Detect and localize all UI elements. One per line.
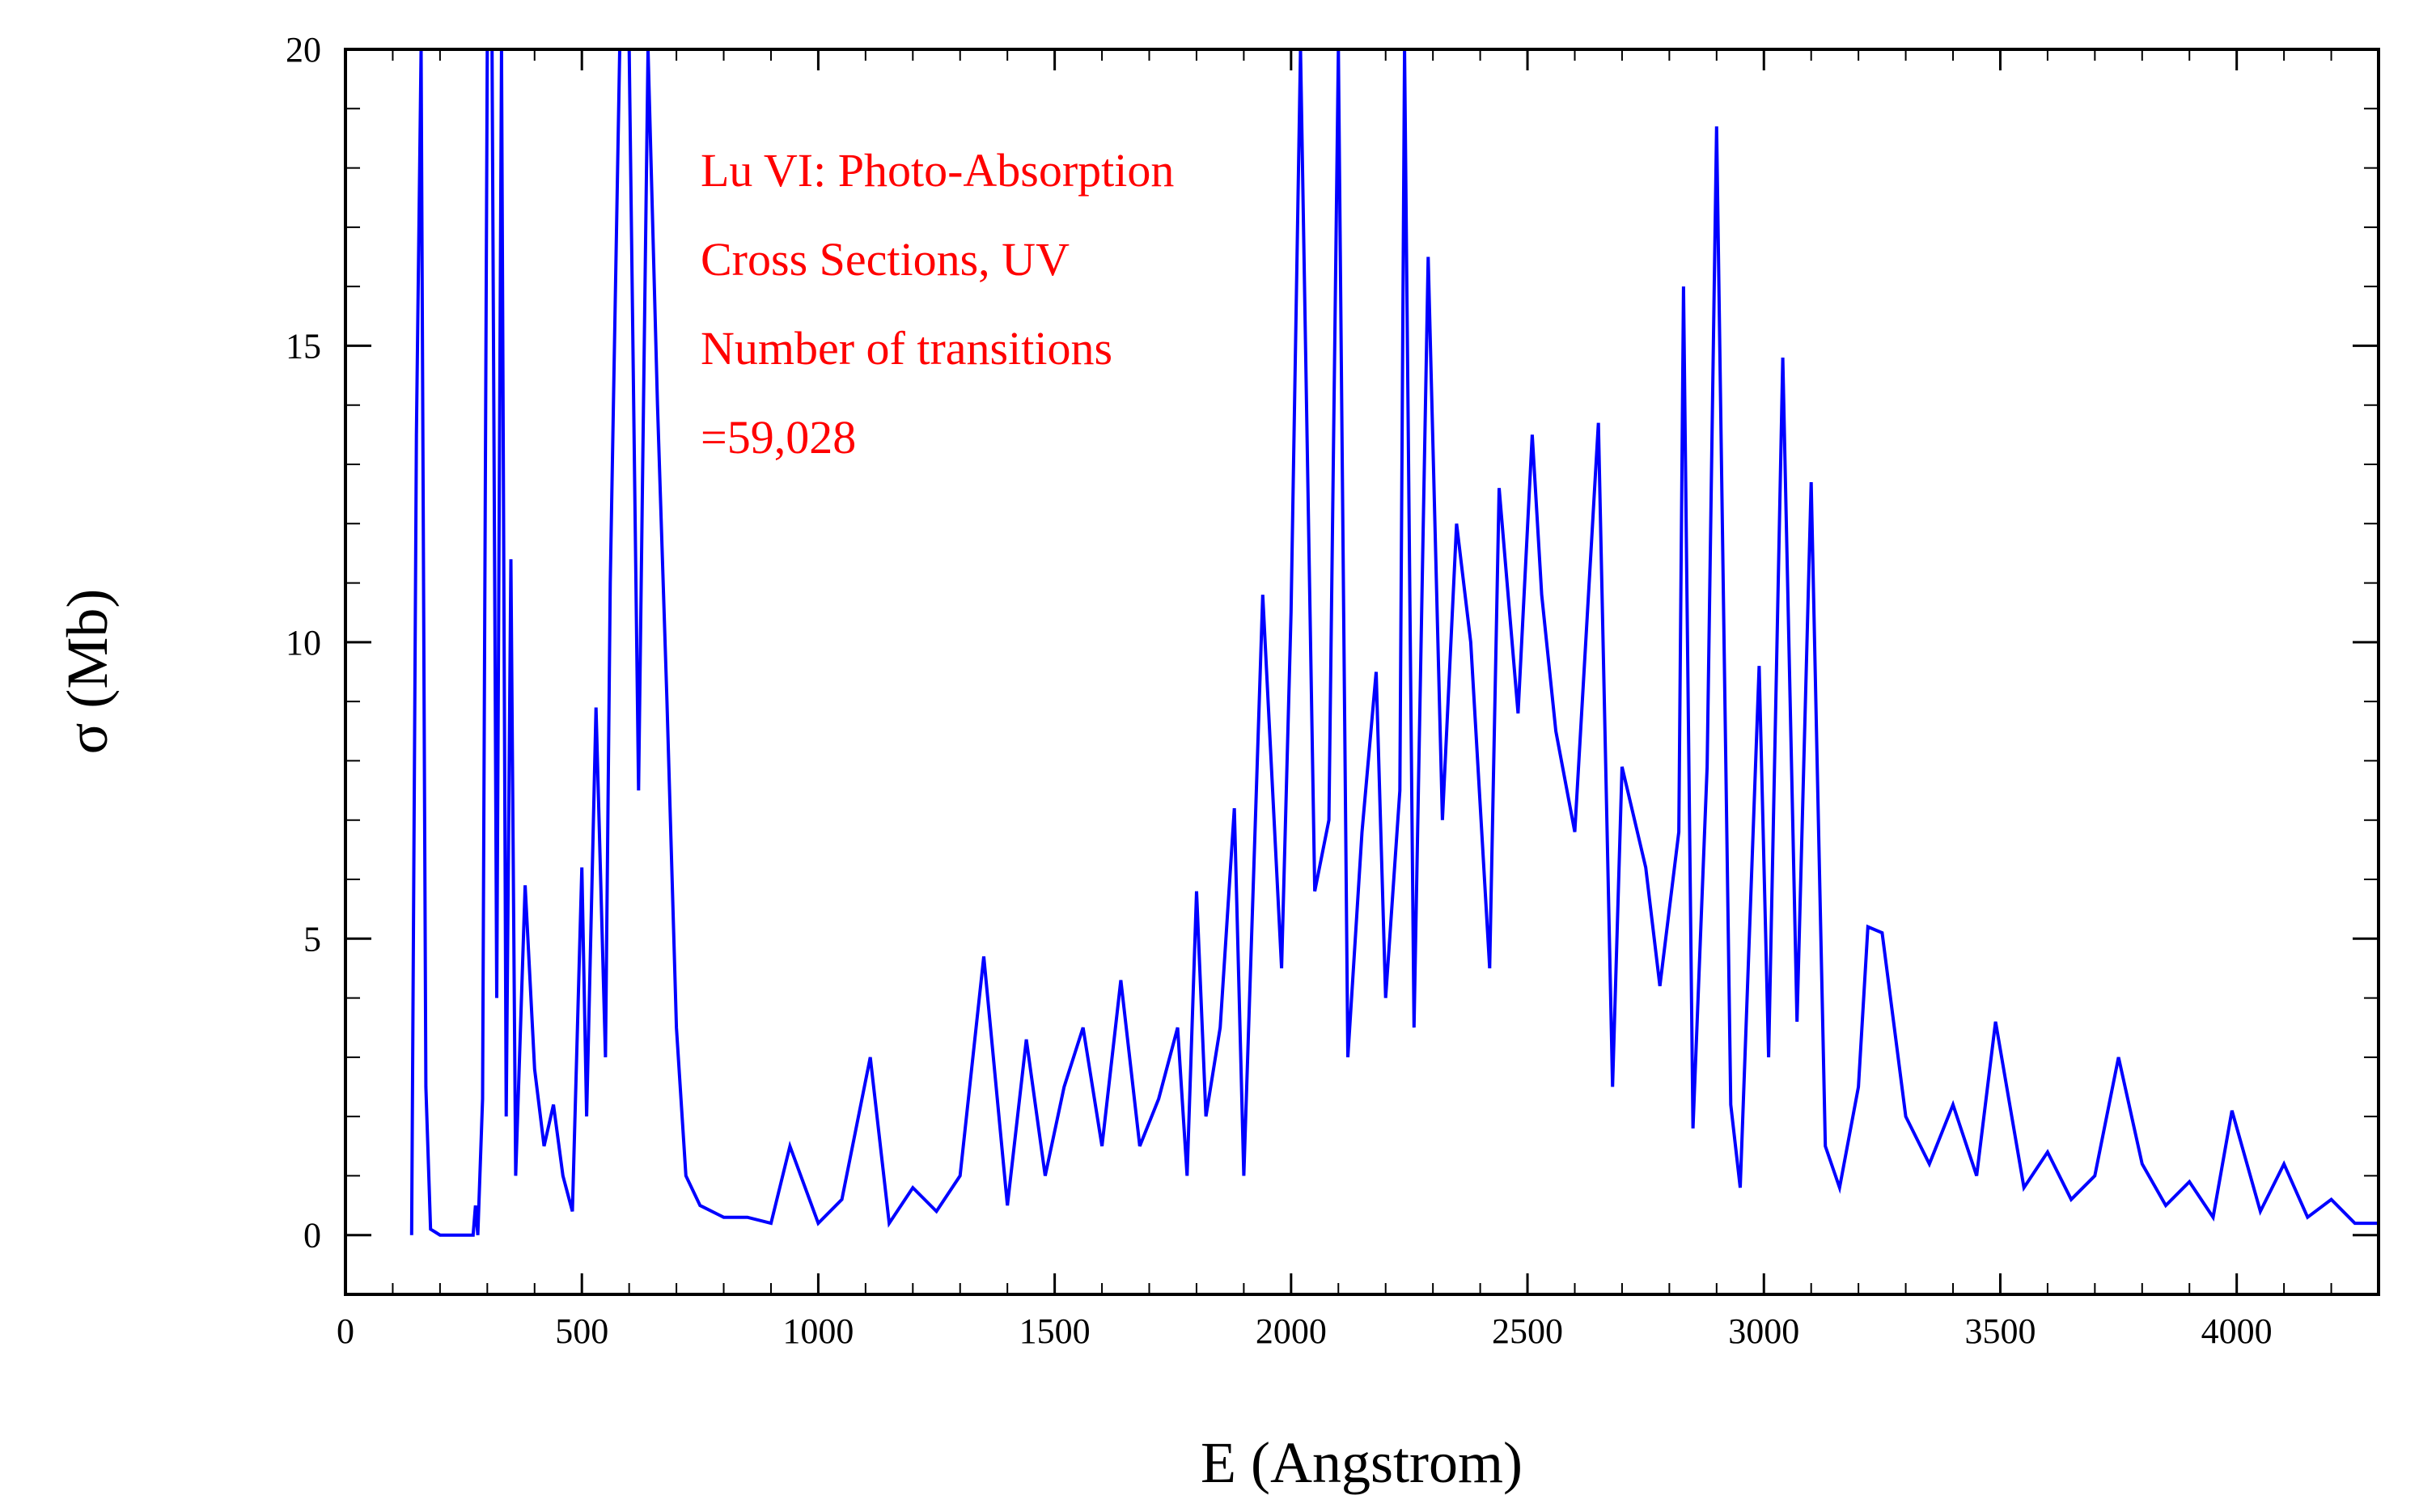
y-axis-title: σ (Mb) bbox=[55, 589, 120, 755]
annotation-line-1: Lu VI: Photo-Absorption bbox=[701, 144, 1174, 197]
x-tick-label: 4000 bbox=[2201, 1311, 2273, 1351]
x-tick-labels: 0 500 1000 1500 2000 2500 3000 3500 4000 bbox=[337, 1311, 2273, 1351]
series-line bbox=[409, 48, 2379, 1237]
y-tick-label: 5 bbox=[303, 919, 321, 959]
y-tick-label: 15 bbox=[286, 326, 321, 366]
x-tick-label: 500 bbox=[555, 1311, 608, 1351]
y-tick-labels: 0 5 10 15 20 bbox=[286, 30, 321, 1256]
x-tick-label: 1500 bbox=[1019, 1311, 1091, 1351]
annotation-line-2: Cross Sections, UV bbox=[701, 233, 1070, 286]
annotation: Lu VI: Photo-Absorption Cross Sections, … bbox=[701, 144, 1174, 464]
x-tick-label: 3500 bbox=[1964, 1311, 2036, 1351]
x-axis-title: E (Angstrom) bbox=[1201, 1430, 1523, 1495]
plot-frame bbox=[344, 48, 2380, 1296]
x-tick-label: 3000 bbox=[1728, 1311, 1799, 1351]
annotation-line-3: Number of transitions bbox=[701, 322, 1112, 375]
annotation-line-4: =59,028 bbox=[701, 411, 856, 464]
x-tick-label: 2500 bbox=[1492, 1311, 1563, 1351]
y-tick-label: 20 bbox=[286, 30, 321, 70]
y-tick-label: 0 bbox=[303, 1216, 321, 1256]
y-tick-label: 10 bbox=[286, 623, 321, 663]
x-tick-label: 0 bbox=[337, 1311, 354, 1351]
x-tick-label: 1000 bbox=[782, 1311, 854, 1351]
x-tick-label: 2000 bbox=[1256, 1311, 1327, 1351]
